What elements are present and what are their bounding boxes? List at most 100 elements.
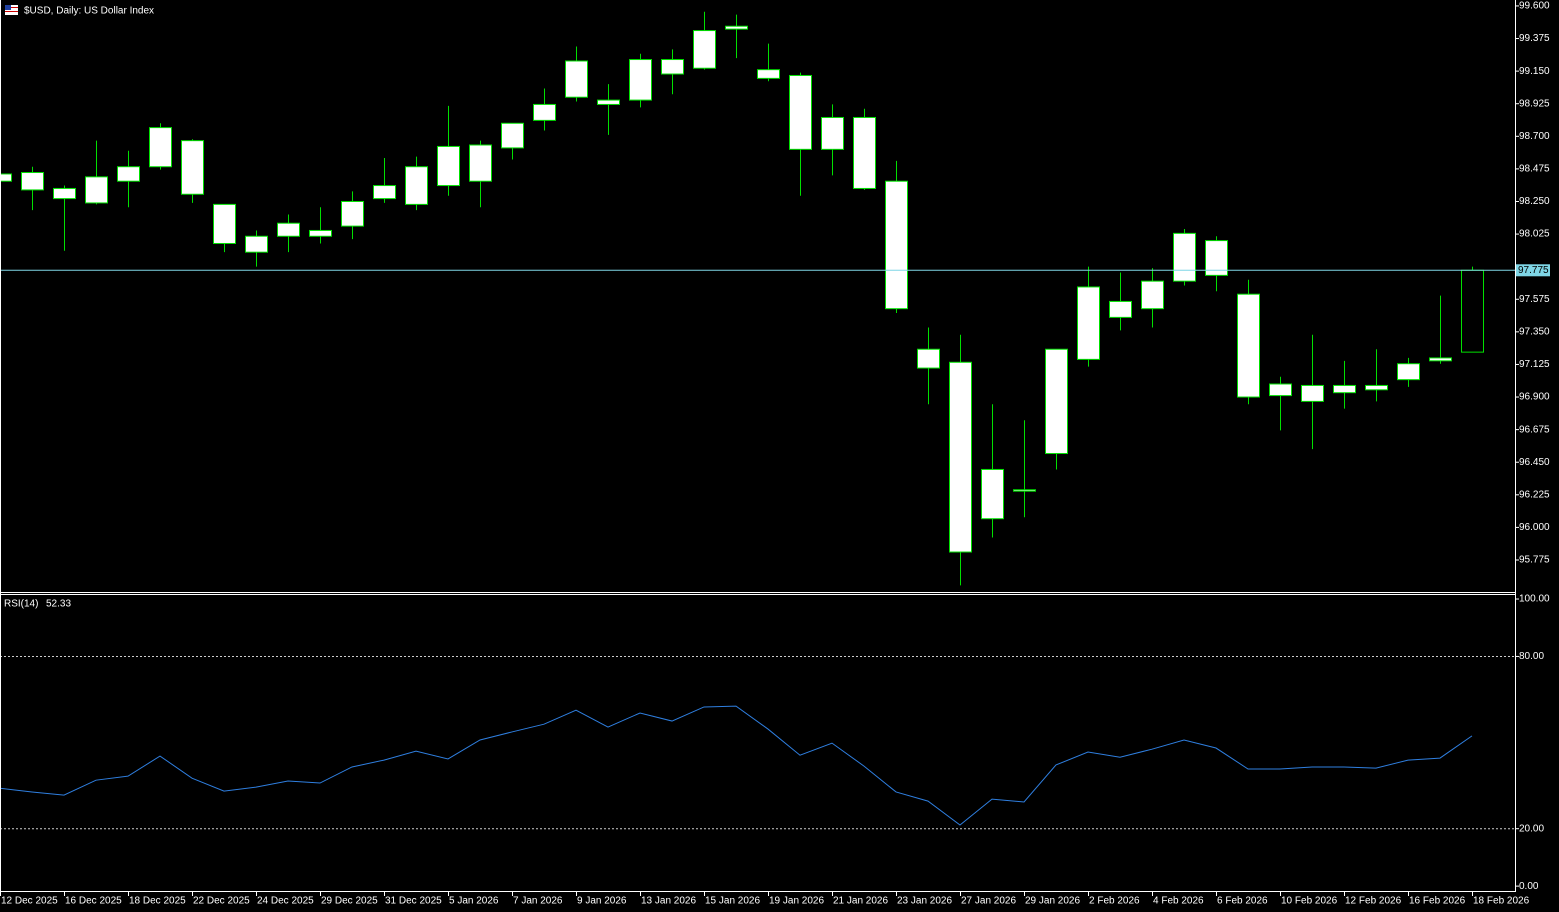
x-tick-label: 21 Jan 2026 — [833, 896, 888, 907]
y-tick-label: 98.925 — [1519, 98, 1550, 109]
x-tick-label: 16 Dec 2025 — [65, 896, 122, 907]
rsi-title: RSI(14) — [4, 599, 38, 610]
x-tick-label: 12 Feb 2026 — [1345, 896, 1402, 907]
y-tick-label: 99.150 — [1519, 66, 1550, 77]
price-pane — [1, 11, 1515, 586]
candle-body — [1077, 286, 1100, 360]
candle-body — [213, 203, 236, 244]
x-tick-label: 27 Jan 2026 — [961, 896, 1016, 907]
candle-body — [917, 348, 940, 369]
candle-body — [853, 116, 876, 189]
x-tick-label: 6 Feb 2026 — [1217, 896, 1268, 907]
y-tick-label: 98.475 — [1519, 164, 1550, 175]
x-tick-label: 19 Jan 2026 — [769, 896, 824, 907]
x-tick-label: 13 Jan 2026 — [641, 896, 696, 907]
rsi-current: 52.33 — [46, 599, 71, 610]
candle-body — [1, 173, 12, 182]
x-tick-label: 15 Jan 2026 — [705, 896, 760, 907]
candle-body — [885, 180, 908, 310]
x-tick-label: 10 Feb 2026 — [1281, 896, 1338, 907]
candle-body — [85, 176, 108, 204]
x-tick-label: 29 Dec 2025 — [321, 896, 378, 907]
candle-body — [1173, 232, 1196, 282]
candle-body — [1461, 269, 1484, 353]
candle-body — [181, 140, 204, 195]
x-tick-label: 22 Dec 2025 — [193, 896, 250, 907]
y-tick-label: 96.900 — [1519, 392, 1550, 403]
x-tick-label: 16 Feb 2026 — [1409, 896, 1466, 907]
y-tick-label: 80.00 — [1519, 651, 1544, 662]
x-tick-label: 5 Jan 2026 — [449, 896, 499, 907]
y-tick-label: 96.675 — [1519, 424, 1550, 435]
candle-body — [597, 99, 620, 105]
candle-body — [1205, 240, 1228, 276]
x-tick-label: 24 Dec 2025 — [257, 896, 314, 907]
y-tick-label: 97.350 — [1519, 326, 1550, 337]
y-tick-label: 98.025 — [1519, 229, 1550, 240]
candle-body — [981, 468, 1004, 520]
price-tag — [1516, 264, 1550, 277]
x-tick-label: 7 Jan 2026 — [513, 896, 563, 907]
candle-body — [117, 166, 140, 182]
candle-body — [565, 60, 588, 98]
candle-body — [373, 185, 396, 200]
x-tick-label: 29 Jan 2026 — [1025, 896, 1080, 907]
candle-body — [1109, 300, 1132, 318]
y-tick-label: 97.575 — [1519, 294, 1550, 305]
y-tick-label: 99.375 — [1519, 33, 1550, 44]
y-tick-label: 96.225 — [1519, 489, 1550, 500]
candle-body — [149, 127, 172, 168]
candle-body — [757, 69, 780, 79]
x-tick-label: 4 Feb 2026 — [1153, 896, 1204, 907]
candle-body — [821, 116, 844, 150]
candle-body — [21, 172, 44, 191]
y-tick-label: 98.700 — [1519, 131, 1550, 142]
x-tick-label: 12 Dec 2025 — [1, 896, 58, 907]
x-tick-label: 2 Feb 2026 — [1089, 896, 1140, 907]
x-tick-label: 9 Jan 2026 — [577, 896, 627, 907]
y-tick-label: 100.00 — [1519, 594, 1550, 605]
candle-body — [309, 229, 332, 237]
candle-body — [629, 59, 652, 101]
candle-body — [245, 235, 268, 253]
y-tick-label: 96.450 — [1519, 457, 1550, 468]
candle-body — [725, 25, 748, 30]
y-tick-label: 95.775 — [1519, 555, 1550, 566]
y-tick-label: 20.00 — [1519, 823, 1544, 834]
price-tag-label: 97.775 — [1518, 265, 1549, 276]
candle-body — [1237, 293, 1260, 398]
candle-body — [1333, 384, 1356, 394]
y-tick-label: 99.600 — [1519, 1, 1550, 12]
y-tick-label: 98.250 — [1519, 196, 1550, 207]
candle-body — [1429, 357, 1452, 362]
candle-body — [501, 122, 524, 149]
candle-body — [1141, 280, 1164, 310]
candle-body — [1045, 348, 1068, 455]
candle-body — [405, 166, 428, 205]
candle-body — [789, 74, 812, 150]
candle-body — [341, 200, 364, 227]
candle-body — [1301, 384, 1324, 402]
candle-body — [661, 59, 684, 75]
candle-body — [533, 103, 556, 121]
x-tick-label: 18 Dec 2025 — [129, 896, 186, 907]
y-tick-label: 0.00 — [1519, 881, 1539, 892]
candle-body — [53, 187, 76, 200]
candle-body — [1269, 383, 1292, 397]
x-tick-label: 18 Feb 2026 — [1473, 896, 1530, 907]
candle-body — [437, 145, 460, 187]
chart-title: $USD, Daily: US Dollar Index — [24, 6, 154, 17]
rsi-pane — [1, 655, 1515, 830]
candle-body — [1013, 489, 1036, 492]
rsi-line — [1, 705, 1473, 826]
candle-body — [469, 144, 492, 182]
candle-body — [693, 30, 716, 69]
candle-body — [949, 361, 972, 553]
candle-body — [1397, 363, 1420, 381]
symbol-icon — [5, 5, 18, 15]
x-tick-label: 23 Jan 2026 — [897, 896, 952, 907]
y-tick-label: 97.125 — [1519, 359, 1550, 370]
x-tick-label: 31 Dec 2025 — [385, 896, 442, 907]
